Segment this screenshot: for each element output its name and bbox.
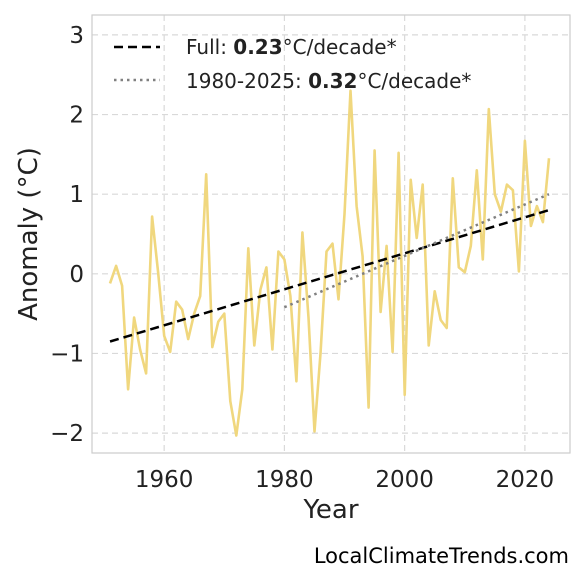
x-axis-title: Year bbox=[302, 495, 358, 525]
site-credit: LocalClimateTrends.com bbox=[313, 544, 569, 568]
plot-frame bbox=[91, 14, 571, 454]
y-tick-label: −1 bbox=[50, 341, 84, 367]
anomaly-series-line bbox=[108, 89, 551, 437]
y-axis-title: Anomaly (°C) bbox=[14, 147, 44, 321]
trend-line-recent bbox=[283, 193, 550, 309]
y-tick-label: −2 bbox=[50, 421, 84, 447]
x-tick-label: 2020 bbox=[496, 467, 555, 493]
x-tick-label: 1980 bbox=[255, 467, 314, 493]
legend: Full: 0.23°C/decade* 1980-2025: 0.32°C/d… bbox=[114, 35, 471, 93]
y-tick-label: 3 bbox=[69, 23, 84, 49]
x-ticks: 1960 1980 2000 2020 bbox=[135, 467, 554, 493]
x-tick-label: 2000 bbox=[375, 467, 434, 493]
y-ticks: −2 −1 0 1 2 3 bbox=[50, 23, 84, 447]
y-tick-label: 2 bbox=[69, 103, 84, 129]
y-tick-label: 1 bbox=[69, 182, 84, 208]
data-layer bbox=[108, 89, 551, 437]
y-tick-label: 0 bbox=[69, 262, 84, 288]
x-tick-label: 1960 bbox=[135, 467, 194, 493]
legend-label-recent: 1980-2025: 0.32°C/decade* bbox=[186, 69, 471, 93]
legend-label-full: Full: 0.23°C/decade* bbox=[186, 35, 397, 59]
trend-line-full bbox=[109, 208, 550, 343]
